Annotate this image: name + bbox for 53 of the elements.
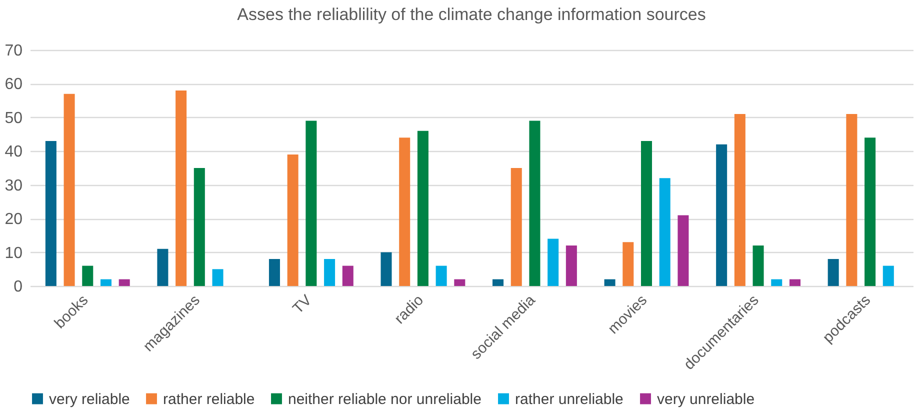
bar — [734, 114, 746, 286]
y-tick-label: 20 — [4, 211, 23, 228]
bar — [212, 269, 224, 286]
bar — [622, 242, 634, 286]
bar — [771, 279, 782, 286]
bar — [492, 279, 504, 286]
y-tick-label: 50 — [4, 110, 23, 127]
bar — [380, 252, 392, 286]
chart-title: Asses the reliablility of the climate change information sources — [237, 5, 706, 24]
bar — [64, 94, 75, 286]
bar — [454, 279, 466, 286]
legend-label: rather reliable — [163, 390, 255, 408]
x-tick-label: TV — [290, 292, 316, 318]
y-tick-label: 40 — [4, 144, 23, 161]
bar — [287, 154, 298, 286]
bar — [82, 266, 94, 286]
bar — [678, 215, 689, 286]
bar — [342, 266, 354, 286]
bar — [828, 259, 839, 286]
bar — [100, 279, 112, 286]
bar — [157, 248, 168, 286]
legend-label: rather unreliable — [515, 390, 624, 408]
bar — [882, 266, 894, 286]
bar — [194, 168, 205, 286]
bar — [604, 279, 616, 286]
bar — [268, 259, 280, 286]
legend-label: very unreliable — [657, 390, 755, 408]
legend-label: neither reliable nor unreliable — [288, 390, 482, 408]
bar — [864, 138, 876, 286]
bar — [324, 259, 336, 286]
bar — [640, 141, 652, 286]
bar — [45, 141, 56, 286]
y-tick-label: 0 — [14, 278, 23, 296]
bar — [548, 238, 559, 286]
bar — [659, 178, 670, 286]
y-tick-label: 60 — [4, 76, 23, 94]
legend-label: very reliable — [49, 390, 130, 408]
bar — [789, 279, 800, 286]
bar — [529, 120, 540, 286]
bar — [417, 130, 428, 286]
bar — [752, 246, 764, 286]
bar — [510, 168, 522, 286]
bar — [306, 120, 317, 286]
bar — [566, 246, 577, 286]
bar — [846, 114, 858, 286]
y-tick-label: 10 — [4, 244, 23, 262]
bar — [176, 90, 187, 286]
bar — [399, 138, 410, 286]
bar — [716, 144, 728, 286]
bar — [118, 279, 130, 286]
y-tick-label: 70 — [4, 42, 23, 60]
y-tick-label: 30 — [4, 177, 23, 194]
bar — [436, 266, 447, 286]
